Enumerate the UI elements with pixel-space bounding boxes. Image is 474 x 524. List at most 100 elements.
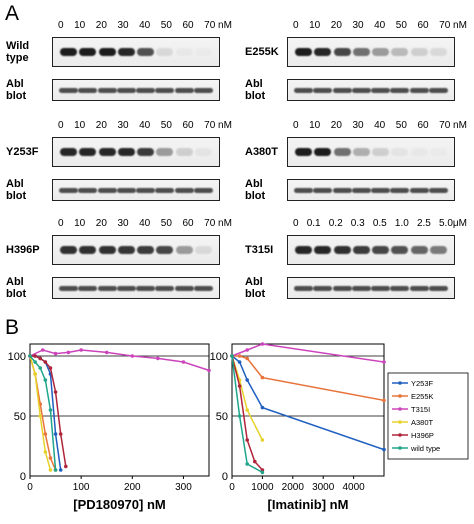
concentration-label: 20 (95, 20, 107, 31)
x-tick-label: 3000 (312, 482, 335, 493)
concentration-label: 50 (395, 20, 407, 31)
concentration-label: 30 (117, 20, 129, 31)
blot-band (116, 87, 136, 93)
abl-label-line: blot (245, 288, 266, 300)
data-point (53, 390, 58, 394)
blot-band (117, 48, 135, 56)
legend-marker (398, 381, 402, 385)
concentration-label: 40 (374, 120, 386, 131)
blot-band (295, 148, 313, 156)
blot-band (295, 48, 313, 56)
concentration-row: 0 0.1 0.2 0.3 0.5 1.0 2.5 5.0μM (293, 218, 467, 229)
concentration-label: 40 (139, 218, 151, 229)
data-point (79, 348, 83, 352)
data-point (156, 356, 160, 361)
blot-band (137, 246, 155, 254)
concentration-label: 70 nM (439, 120, 467, 131)
blot-band (156, 148, 174, 156)
blot-band (313, 187, 333, 193)
blot-band (314, 246, 332, 254)
blot-band (429, 246, 447, 254)
concentration-label: 1.0 (394, 218, 409, 229)
mutant-label-line: H396P (6, 244, 40, 256)
blot-band (98, 246, 116, 254)
concentration-label: 0 (58, 20, 64, 31)
data-point (253, 459, 257, 464)
legend-box (387, 372, 469, 460)
concentration-label: 30 (352, 120, 364, 131)
concentration-label: 40 (139, 20, 151, 31)
blot-band (294, 285, 314, 291)
abl-label-line: blot (6, 288, 27, 300)
abl-blot-label: Abl blot (245, 78, 265, 102)
concentration-label: 60 (182, 218, 194, 229)
blot-band (372, 48, 390, 56)
legend-entry: T315I (411, 405, 430, 414)
blot-band (391, 148, 409, 156)
abl-blot-label: Abl blot (245, 276, 265, 300)
blot-band (60, 246, 78, 254)
legend-entry: Y253F (411, 379, 434, 388)
data-point (48, 456, 53, 460)
data-point (245, 462, 249, 466)
blot-band (156, 48, 174, 56)
blot-band (60, 148, 78, 156)
data-point (104, 350, 109, 355)
blot-band (155, 187, 175, 193)
data-point (28, 354, 32, 358)
abl-blot-label: Abl blot (6, 78, 26, 102)
abl-label-line: Abl (6, 276, 24, 288)
x-axis-label: [PD180970] nM (73, 497, 165, 512)
concentration-label: 20 (95, 218, 107, 229)
data-point (382, 398, 386, 403)
concentration-label: 10 (74, 20, 86, 31)
abl-blot (52, 179, 220, 201)
mutant-label: Y253F (6, 146, 38, 158)
blot-band (391, 246, 409, 254)
blot-band (117, 148, 135, 156)
mutant-label: H396P (6, 244, 40, 256)
abl-label-line: Abl (6, 178, 24, 190)
abl-label-line: blot (245, 90, 266, 102)
concentration-label: 70 nM (204, 120, 232, 131)
data-point (260, 405, 265, 410)
blot-band (428, 87, 448, 93)
blot-band (410, 246, 428, 254)
blot-band (97, 87, 117, 93)
blot-band (409, 187, 429, 193)
mutant-label-line: T315I (245, 244, 274, 256)
blot-band (60, 48, 78, 56)
blot-band (332, 187, 352, 193)
blot-band (117, 246, 135, 254)
data-point (245, 348, 249, 352)
concentration-label: 60 (417, 120, 429, 131)
blot-band (155, 87, 175, 93)
data-point (43, 360, 48, 364)
panel-b-charts: 0 50 100 0 100 200 300 [PD180970] nM 0 50 100 0 1000… (0, 330, 474, 519)
data-point (58, 432, 63, 436)
data-point (260, 342, 265, 346)
mutant-label: Wild type (6, 40, 29, 64)
data-point (181, 360, 186, 364)
legend-marker (398, 433, 402, 437)
concentration-unit: nM (450, 120, 467, 131)
data-point (48, 366, 53, 370)
blot-band (333, 148, 351, 156)
blot-band (155, 285, 175, 291)
data-point (245, 378, 249, 382)
blot-band (175, 148, 193, 156)
data-point (130, 354, 135, 358)
concentration-label: 30 (117, 120, 129, 131)
blot-band (371, 187, 391, 193)
abl-blot-label: Abl blot (6, 276, 26, 300)
concentration-label: 2.5 (416, 218, 431, 229)
blot-band (97, 285, 117, 291)
concentration-label: 20 (330, 20, 342, 31)
concentration-row: 0 10 20 30 40 50 60 70 nM (293, 120, 467, 131)
blot-band (59, 87, 79, 93)
data-point (43, 432, 48, 436)
concentration-label: 60 (182, 120, 194, 131)
concentration-label: 20 (330, 120, 342, 131)
abl-label-line: Abl (6, 78, 24, 90)
concentration-label: 0 (293, 120, 299, 131)
